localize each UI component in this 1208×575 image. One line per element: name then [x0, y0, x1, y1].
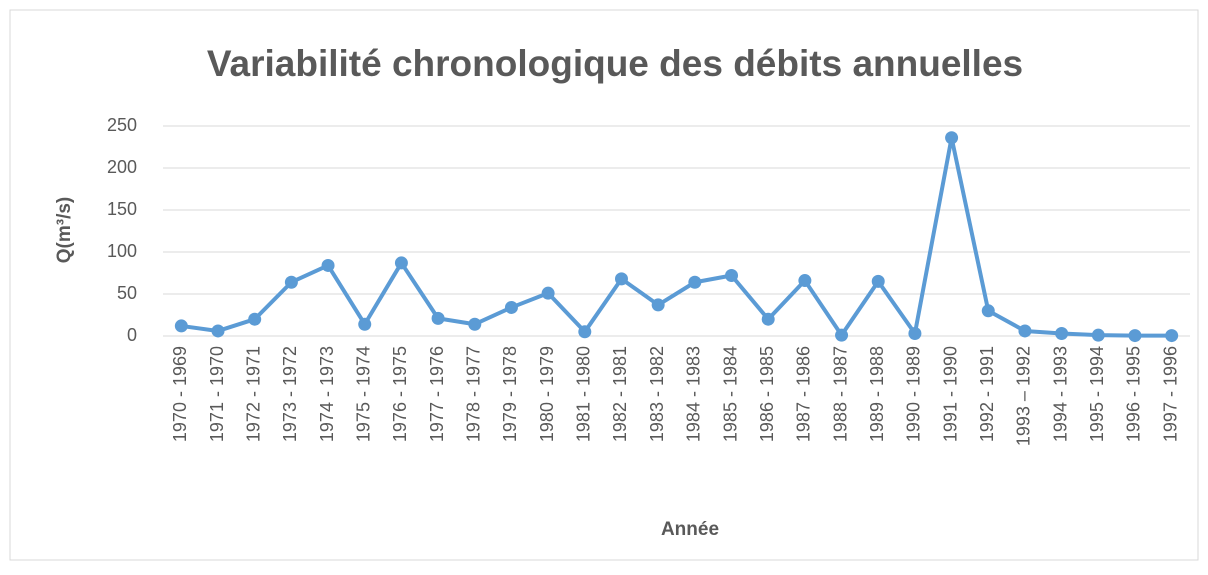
point	[504, 300, 518, 314]
x-tick-label: 1992 - 1991	[977, 346, 997, 442]
x-tick-label: 1980 - 1979	[537, 346, 557, 442]
point	[321, 258, 335, 272]
x-tick-label: 1975 - 1974	[353, 346, 373, 442]
x-tick-label: 1991 - 1990	[940, 346, 960, 442]
point	[835, 328, 849, 342]
point	[468, 317, 482, 331]
y-tick-label: 100	[107, 241, 137, 261]
x-tick-label: 1995 - 1994	[1087, 346, 1107, 442]
point	[688, 275, 702, 289]
point	[1018, 324, 1032, 338]
point	[651, 298, 665, 312]
point	[725, 269, 739, 283]
y-tick-label: 150	[107, 199, 137, 219]
point	[1165, 329, 1179, 343]
point	[1055, 326, 1069, 340]
point	[541, 286, 555, 300]
point	[284, 275, 298, 289]
point	[761, 312, 775, 326]
x-tick-label: 1986 - 1985	[757, 346, 777, 442]
x-tick-label: 1990 - 1989	[904, 346, 924, 442]
x-tick-label: 1973 - 1972	[280, 346, 300, 442]
x-tick-label: 1982 - 1981	[610, 346, 630, 442]
point	[248, 312, 262, 326]
point	[578, 325, 592, 339]
point	[1128, 329, 1142, 343]
x-tick-label: 1984 - 1983	[684, 346, 704, 442]
y-tick-label: 0	[127, 325, 137, 345]
point	[981, 304, 995, 318]
point	[614, 272, 628, 286]
point	[358, 317, 372, 331]
chart-border	[9, 9, 1199, 561]
point	[871, 274, 885, 288]
x-tick-label: 1974 - 1973	[317, 346, 337, 442]
x-tick-label: 1985 - 1984	[720, 346, 740, 442]
x-tick-label: 1976 - 1975	[390, 346, 410, 442]
point	[945, 131, 959, 145]
x-tick-label: 1983 - 1982	[647, 346, 667, 442]
x-tick-label: 1971 - 1970	[207, 346, 227, 442]
y-tick-label: 50	[117, 283, 137, 303]
line	[181, 135, 1172, 338]
x-tick-label: 1970 - 1969	[170, 346, 190, 442]
x-tick-label: 1978 - 1977	[464, 346, 484, 442]
point	[1091, 328, 1105, 342]
x-tick-label: 1981 - 1980	[574, 346, 594, 442]
point	[431, 311, 445, 325]
x-tick-label: 1997 - 1996	[1160, 346, 1180, 442]
point	[908, 326, 922, 340]
y-tick-label: 200	[107, 157, 137, 177]
x-tick-label: 1996 - 1995	[1124, 346, 1144, 442]
x-axis-label: Année	[661, 519, 719, 540]
x-tick-label: 1994 - 1993	[1050, 346, 1070, 442]
point	[211, 324, 225, 338]
x-tick-label: 1972 - 1971	[243, 346, 263, 442]
x-tick-label: 1989 - 1988	[867, 346, 887, 442]
y-axis-label: Q(m³/s)	[54, 197, 75, 264]
x-tick-label: 1988 - 1987	[830, 346, 850, 442]
x-tick-label: 1977 - 1976	[427, 346, 447, 442]
point	[394, 256, 408, 270]
x-tick-label: 1993 – 1992	[1014, 346, 1034, 446]
point	[798, 274, 812, 288]
y-tick-label: 250	[107, 115, 137, 135]
chart-title: Variabilité chronologique des débits ann…	[207, 43, 1023, 84]
x-tick-label: 1979 - 1978	[500, 346, 520, 442]
x-tick-label: 1987 - 1986	[794, 346, 814, 442]
point	[174, 319, 188, 333]
